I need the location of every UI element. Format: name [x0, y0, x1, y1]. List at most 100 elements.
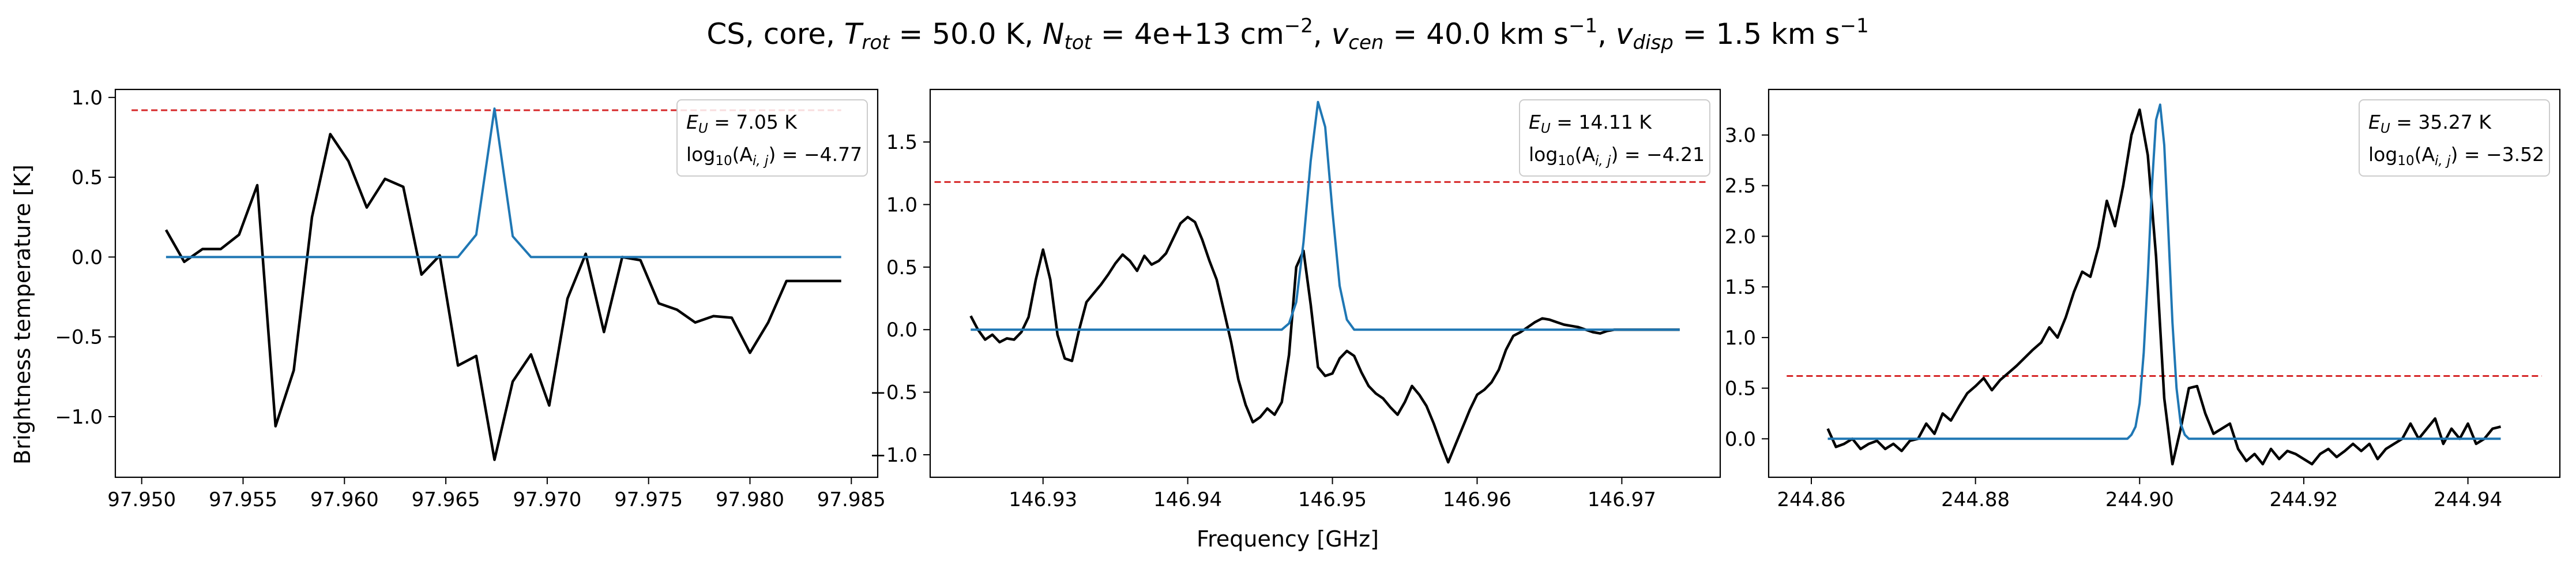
- panel-3-x-tick-label: 244.90: [2105, 488, 2174, 511]
- panel-1-x-tick-label: 97.950: [107, 488, 176, 511]
- panel-1-y-tick-label: 0.5: [72, 166, 103, 189]
- panel-2-annotation-box: [1519, 99, 1710, 177]
- panel-1-x-tick-label: 97.955: [209, 488, 277, 511]
- panel-1-x-tick-label: 97.960: [310, 488, 379, 511]
- panel-1-einstein-a-label: log10(Ai, j) = −4.77: [686, 143, 862, 169]
- panel-1-upper-energy-label: EU = 7.05 K: [686, 111, 798, 136]
- panel-2-observed-line: [969, 215, 1680, 464]
- panel-3-plot-area: [1787, 103, 2542, 466]
- title-vcen-sep: ,: [1597, 17, 1616, 51]
- panel-3-einstein-a-label: log10(Ai, j) = −3.52: [2368, 143, 2544, 169]
- title-prefix: CS, core,: [706, 17, 844, 51]
- panel-1-x-tick-label: 97.985: [817, 488, 886, 511]
- panel-1-eu-symbol: E: [686, 111, 698, 133]
- panel-2-x-tick-label: 146.96: [1443, 488, 1511, 511]
- panel-3-observed-line: [1826, 108, 2502, 466]
- panel-1-log-base: 10: [715, 154, 732, 169]
- panel-2-plot-area: [934, 100, 1709, 464]
- title-trot-sub: rot: [862, 31, 890, 54]
- panel-3-y-tick-label: 2.0: [1725, 225, 1756, 248]
- shared-y-axis-label: Brightness temperature [K]: [10, 164, 35, 465]
- title-vdisp-sub: disp: [1633, 31, 1674, 54]
- panel-2-log-text: log: [1529, 143, 1558, 166]
- panel-2-eu-sub: U: [1541, 121, 1551, 136]
- panel-3-annotation-box: [2359, 99, 2550, 177]
- title-ntot-symbol: N: [1043, 17, 1064, 51]
- figure-title: CS, core, Trot = 50.0 K, Ntot = 4e+13 cm…: [706, 14, 1868, 54]
- panel-1-log-value: ) = −4.77: [768, 143, 862, 166]
- panel-3-log-base: 10: [2397, 154, 2414, 169]
- panel-3-axes-frame: [1768, 88, 2561, 478]
- panel-1-log-text: log: [686, 143, 715, 166]
- panel-2-model-line: [971, 100, 1680, 331]
- panel-2-x-tick-label: 146.95: [1298, 488, 1367, 511]
- panel-1-x-tick-label: 97.965: [412, 488, 480, 511]
- panel-2-log-ij: i, j: [1595, 154, 1611, 169]
- panel-2: 146.93 146.94 146.95 146.96 146.97 −1.0 −0.5 0.…: [870, 88, 1721, 511]
- title-trot-value: = 50.0 K,: [890, 17, 1043, 51]
- panel-2-y-tick-label: 0.5: [886, 256, 917, 279]
- panel-3-y-tick-label: 1.0: [1725, 327, 1756, 350]
- panel-2-log-value: ) = −4.21: [1611, 143, 1705, 166]
- title-ntot-value: = 4e+13 cm: [1092, 17, 1284, 51]
- panel-3-y-tick-label: 1.5: [1725, 276, 1756, 299]
- panel-1: 97.950 97.955 97.960 97.965 97.970 97.975 97.9…: [55, 87, 885, 511]
- panel-3-x-tick-label: 244.88: [1941, 488, 2010, 511]
- shared-x-axis-label: Frequency [GHz]: [1197, 526, 1379, 552]
- title-vcen-exp: −1: [1569, 14, 1597, 38]
- panel-3-upper-energy-label: EU = 35.27 K: [2368, 111, 2492, 136]
- panel-2-y-tick-label: −1.0: [870, 444, 917, 467]
- panel-2-y-tick-label: 1.0: [886, 193, 917, 216]
- panel-1-observed-line: [164, 133, 841, 461]
- panel-3-y-tick-label: 3.0: [1725, 124, 1756, 147]
- panel-1-axes-frame: [114, 88, 879, 478]
- title-vdisp-symbol: v: [1616, 17, 1634, 51]
- panel-3-log-ij: i, j: [2435, 154, 2451, 169]
- panel-2-einstein-a-label: log10(Ai, j) = −4.21: [1529, 143, 1705, 169]
- panel-3-x-tick-label: 244.92: [2269, 488, 2338, 511]
- panel-1-y-tick-label: −1.0: [55, 406, 103, 429]
- panel-2-log-a: (A: [1575, 143, 1596, 166]
- panel-2-x-tick-label: 146.97: [1588, 488, 1656, 511]
- panel-3-model-line: [1827, 103, 2501, 440]
- panel-2-log-base: 10: [1558, 154, 1574, 169]
- title-ntot-exp: −2: [1284, 14, 1313, 38]
- panel-1-model-line: [166, 107, 841, 259]
- title-vcen-sub: cen: [1348, 31, 1383, 54]
- panel-3-eu-sub: U: [2381, 121, 2390, 136]
- panel-3-x-tick-label: 244.86: [1777, 488, 1846, 511]
- panel-1-x-tick-label: 97.970: [513, 488, 581, 511]
- panel-3-y-tick-label: 0.0: [1725, 428, 1756, 451]
- panel-1-y-tick-label: −0.5: [55, 326, 103, 349]
- panel-2-x-tick-label: 146.93: [1009, 488, 1077, 511]
- panel-3-log-a: (A: [2415, 143, 2435, 166]
- panel-1-eu-value: = 7.05 K: [708, 111, 798, 133]
- panel-2-y-tick-label: −0.5: [870, 381, 917, 405]
- title-vdisp-exp: −1: [1840, 14, 1869, 38]
- panel-3-eu-value: = 35.27 K: [2390, 111, 2492, 133]
- title-vcen-symbol: v: [1332, 17, 1349, 51]
- title-ntot-sub: tot: [1064, 31, 1092, 54]
- panel-3-log-text: log: [2368, 143, 2397, 166]
- panel-1-eu-sub: U: [698, 121, 708, 136]
- title-vdisp-value: = 1.5 km s: [1674, 17, 1840, 51]
- title-vcen-value: = 40.0 km s: [1383, 17, 1569, 51]
- panel-1-y-tick-label: 1.0: [72, 87, 103, 110]
- panel-1-log-a: (A: [732, 143, 753, 166]
- panel-1-log-ij: i, j: [753, 154, 769, 169]
- panel-1-x-tick-label: 97.975: [614, 488, 683, 511]
- panel-1-y-tick-label: 0.0: [72, 246, 103, 269]
- panel-2-axes-frame: [929, 88, 1721, 478]
- panel-3: 244.86 244.88 244.90 244.92 244.94 0.0 0.5 1.0 1…: [1725, 88, 2561, 511]
- title-trot-symbol: T: [844, 17, 864, 51]
- title-ntot-sep: ,: [1313, 17, 1332, 51]
- panel-3-y-tick-label: 2.5: [1725, 175, 1756, 198]
- panel-2-y-tick-label: 1.5: [886, 131, 917, 154]
- panel-2-upper-energy-label: EU = 14.11 K: [1529, 111, 1652, 136]
- panel-3-x-tick-label: 244.94: [2434, 488, 2502, 511]
- panel-2-y-tick-label: 0.0: [886, 319, 917, 342]
- panel-2-eu-value: = 14.11 K: [1551, 111, 1653, 133]
- panel-3-log-value: ) = −3.52: [2450, 143, 2544, 166]
- panel-3-eu-symbol: E: [2368, 111, 2381, 133]
